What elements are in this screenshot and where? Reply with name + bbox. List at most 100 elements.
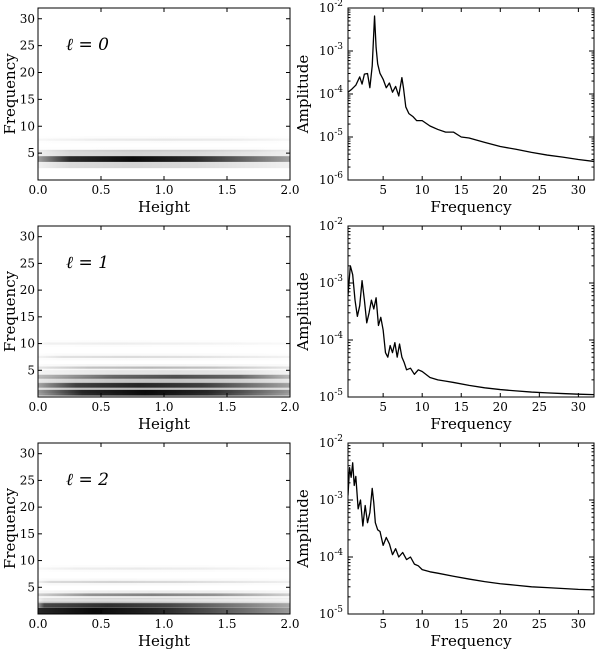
plot-background [348,443,594,614]
x-tick-label: 1.0 [154,617,173,631]
x-tick-label: 5 [379,183,387,197]
x-tick-label: 10 [415,617,430,631]
x-tick-label: 5 [379,617,387,631]
x-tick-label: 1.5 [217,183,236,197]
heatmap-bands [38,136,290,169]
x-tick-label: 5 [379,400,387,414]
y-tick-label: 5 [27,580,35,594]
y-tick-label: 25 [20,473,35,487]
panel-label: ℓ = 2 [66,470,109,490]
plot-background [348,8,594,180]
heatmap-band-halo [38,340,290,348]
y-tick-label: 10-5 [319,605,343,621]
y-tick-label: 5 [27,363,35,377]
y-tick-label: 20 [20,283,35,297]
heatmap-band-halo [38,364,290,372]
y-tick-label: 10-4 [319,331,343,347]
y-tick-label: 10 [20,337,35,351]
y-tick-base: 10 [319,1,334,15]
y-axis-label: Frequency [1,270,19,352]
y-tick-exponent: -2 [334,434,343,444]
y-tick-exponent: -5 [334,388,343,398]
y-tick-base: 10 [319,44,334,58]
y-tick-exponent: -5 [334,128,343,138]
plot-frame [347,442,595,615]
x-tick-label: 30 [571,400,586,414]
y-tick-exponent: -3 [334,491,343,501]
x-axis-label: Frequency [430,632,512,650]
y-tick-label: 10-2 [319,434,343,450]
x-tick-label: 2.0 [280,183,299,197]
heatmap-band-halo [38,353,290,361]
x-tick-label: 25 [532,400,547,414]
heatmap-background [38,443,290,614]
x-tick-label: 30 [571,183,586,197]
y-tick-label: 10-3 [319,42,343,58]
heatmap-panel-3: 0.0 0.5 1.0 1.5 2.0 5 10 15 20 25 30 Height Frequenc… [1,442,300,650]
amplitude-series-line [348,15,594,163]
y-axis-label: Amplitude [294,272,312,352]
y-tick-exponent: -2 [334,217,343,227]
y-tick-base: 10 [319,390,334,404]
y-tick-label: 25 [20,39,35,53]
heatmap-band-halo [38,565,290,573]
amplitude-series-line [348,462,594,591]
y-tick-label: 15 [20,527,35,541]
y-tick-label: 30 [20,447,35,461]
heatmap-panel-1: 0.0 0.5 1.0 1.5 2.0 5 10 15 20 25 30 Height Frequenc… [1,7,300,216]
amplitude-series-line [348,265,594,396]
x-tick-label: 0.0 [28,183,47,197]
y-tick-exponent: -3 [334,42,343,52]
y-tick-label: 10-6 [319,171,343,187]
y-tick-label: 5 [27,146,35,160]
spectrum-panel-1: 5 10 15 20 25 3010-610-510-410-310-2Frequency… [294,0,595,216]
y-tick-label: 10-3 [319,274,343,290]
x-tick-label: 1.5 [217,400,236,414]
x-axis-label: Frequency [430,415,512,433]
y-tick-label: 30 [20,12,35,26]
y-axis-label: Amplitude [294,489,312,569]
y-tick-exponent: -5 [334,605,343,615]
heatmap-band-halo [38,136,290,144]
y-tick-label: 10-5 [319,128,343,144]
x-tick-label: 1.5 [217,617,236,631]
y-tick-label: 10 [20,119,35,133]
x-tick-label: 25 [532,183,547,197]
spectrum-panel-3: 5 10 15 20 25 3010-510-410-310-2FrequencyAmpl… [294,434,595,650]
heatmap-band-halo [38,590,290,600]
y-tick-label: 20 [20,500,35,514]
x-tick-label: 2.0 [280,400,299,414]
heatmap-panel-2: 0.0 0.5 1.0 1.5 2.0 5 10 15 20 25 30 Height Frequenc… [1,225,300,433]
y-tick-base: 10 [319,550,334,564]
plot-frame [347,225,595,398]
spectrum-panel-2: 5 10 15 20 25 3010-510-410-310-2FrequencyAmpl… [294,217,595,433]
panel-label: ℓ = 0 [66,35,109,55]
y-axis-label: Frequency [1,53,19,135]
y-tick-label: 10-4 [319,85,343,101]
x-tick-label: 0.0 [28,617,47,631]
y-tick-base: 10 [319,130,334,144]
x-axis-label: Height [138,415,190,433]
x-tick-label: 20 [493,183,508,197]
heatmap-band-halo [38,578,290,586]
x-axis-label: Frequency [430,198,512,216]
x-tick-label: 1.0 [154,400,173,414]
heatmap-band-halo [38,146,290,154]
y-tick-exponent: -4 [334,548,343,558]
x-axis-label: Height [138,198,190,216]
x-tick-label: 10 [415,400,430,414]
y-tick-label: 30 [20,230,35,244]
y-tick-base: 10 [319,607,334,621]
plot-background [348,226,594,397]
y-tick-label: 10-5 [319,388,343,404]
heatmap-bands [38,340,290,397]
x-tick-label: 1.0 [154,183,173,197]
x-tick-label: 0.5 [91,617,110,631]
y-tick-label: 15 [20,310,35,324]
y-tick-label: 20 [20,66,35,80]
x-tick-label: 20 [493,617,508,631]
y-tick-base: 10 [319,333,334,347]
y-axis-label: Frequency [1,487,19,569]
x-tick-label: 0.5 [91,183,110,197]
x-tick-label: 15 [454,617,469,631]
